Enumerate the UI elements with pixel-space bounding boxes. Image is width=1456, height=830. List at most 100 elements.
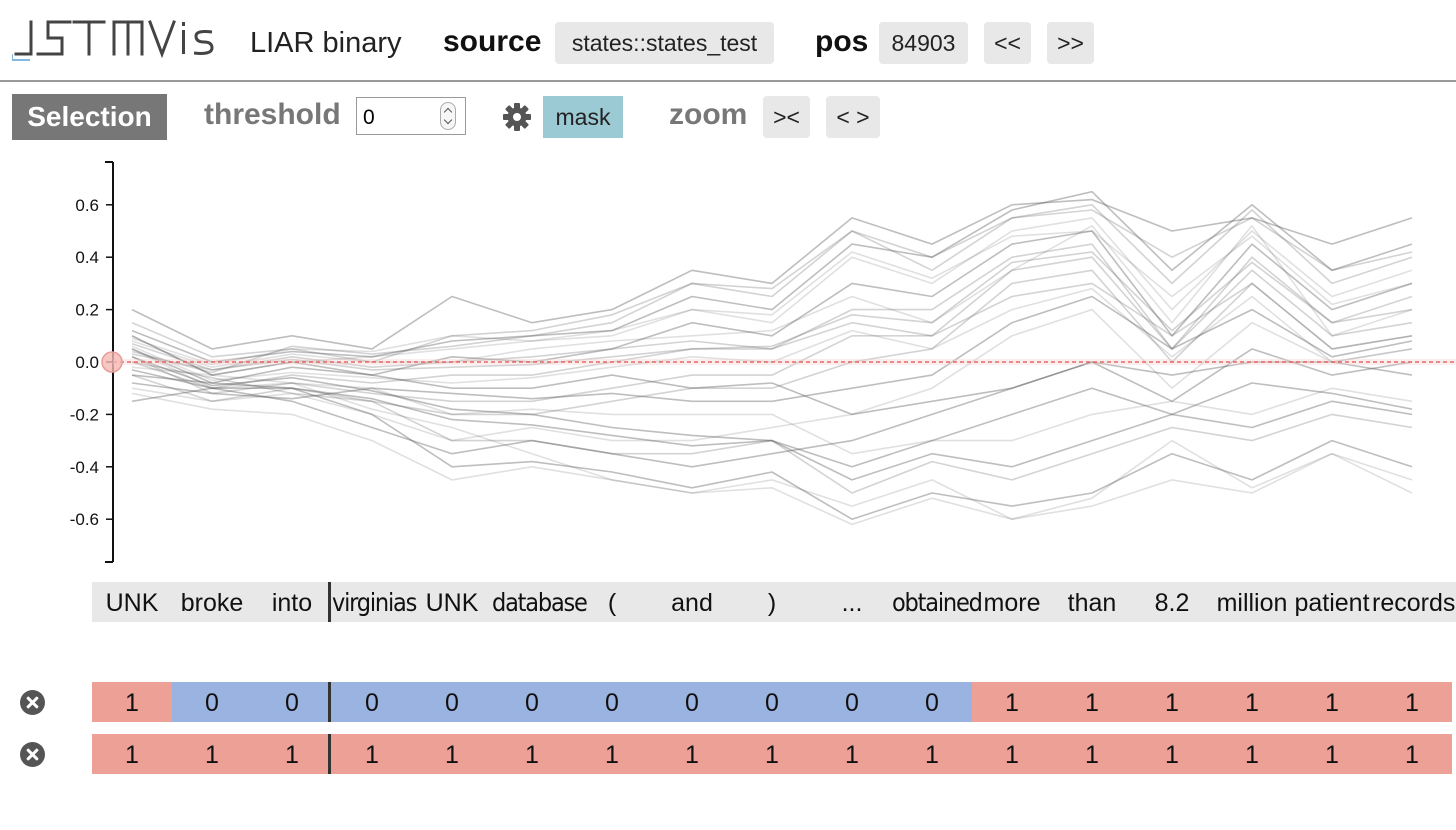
threshold-handle[interactable] — [101, 351, 123, 373]
pos-value[interactable]: 84903 — [879, 22, 968, 64]
state-line[interactable] — [131, 251, 1413, 371]
label-cell: 1 — [1292, 682, 1372, 722]
gear-icon[interactable] — [502, 102, 532, 132]
dataset-title: LIAR binary — [250, 27, 402, 59]
word-cell[interactable]: records — [1372, 589, 1456, 617]
state-line[interactable] — [131, 282, 1413, 371]
label-cell: 1 — [412, 734, 492, 774]
label-cell: 0 — [332, 682, 412, 722]
word-cell[interactable]: more — [983, 589, 1041, 617]
cursor-divider — [328, 582, 331, 622]
app-logo — [12, 14, 222, 66]
cursor-divider — [328, 682, 331, 722]
state-line[interactable] — [131, 209, 1413, 374]
state-line[interactable] — [131, 348, 1413, 455]
state-line[interactable] — [131, 369, 1413, 481]
label-cell: 1 — [172, 734, 252, 774]
prev-button[interactable]: << — [984, 22, 1031, 64]
zoom-out-button[interactable]: < > — [826, 96, 880, 138]
next-button[interactable]: >> — [1047, 22, 1094, 64]
word-cell[interactable]: million — [1216, 589, 1288, 617]
state-line[interactable] — [131, 190, 1413, 363]
header-divider — [0, 80, 1456, 82]
state-line[interactable] — [131, 356, 1413, 468]
state-line[interactable] — [131, 392, 1413, 526]
label-cell: 1 — [1212, 734, 1292, 774]
hidden-state-chart[interactable]: 0.6 0.4 0.2 0.0 -0.2 -0.4 -0.6 — [0, 150, 1456, 570]
label-cell: 0 — [892, 682, 972, 722]
label-cell: 1 — [812, 734, 892, 774]
close-icon[interactable] — [20, 690, 45, 715]
threshold-label: threshold — [204, 98, 341, 131]
label-cell: 0 — [572, 682, 652, 722]
word-cell[interactable]: ) — [767, 589, 777, 617]
state-line[interactable] — [131, 335, 1413, 416]
close-icon[interactable] — [20, 742, 45, 767]
state-line[interactable] — [131, 225, 1413, 368]
label-cell: 1 — [492, 734, 572, 774]
state-line[interactable] — [131, 308, 1413, 442]
state-line[interactable] — [131, 217, 1413, 376]
word-cell[interactable]: ... — [841, 589, 863, 617]
label-cell: 1 — [252, 734, 332, 774]
label-cell: 1 — [1292, 734, 1372, 774]
state-line[interactable] — [131, 230, 1413, 384]
word-cell[interactable]: into — [271, 589, 313, 617]
state-line[interactable] — [131, 366, 1413, 521]
word-cell[interactable]: virginias — [332, 588, 417, 617]
word-cell[interactable]: and — [671, 589, 713, 617]
header: LIAR binary source states::states_test p… — [0, 0, 1456, 82]
state-line[interactable] — [131, 203, 1413, 363]
source-select[interactable]: states::states_test — [555, 22, 774, 64]
label-cell: 0 — [172, 682, 252, 722]
word-cell[interactable]: obtained — [892, 588, 983, 617]
mask-button[interactable]: mask — [543, 96, 623, 138]
label-cell: 1 — [1132, 682, 1212, 722]
label-cell: 1 — [92, 682, 172, 722]
word-cell[interactable]: patient — [1294, 589, 1370, 617]
y-tick-label: -0.6 — [70, 510, 99, 529]
label-cell: 1 — [732, 734, 812, 774]
label-cell: 0 — [412, 682, 492, 722]
label-cell: 1 — [1052, 682, 1132, 722]
y-tick-label: -0.4 — [70, 458, 99, 477]
pos-label: pos — [815, 25, 869, 58]
threshold-line[interactable] — [101, 351, 1456, 373]
state-line[interactable] — [131, 374, 1413, 521]
label-cell: 1 — [572, 734, 652, 774]
zoom-in-button[interactable]: >< — [763, 96, 810, 138]
state-line[interactable] — [131, 269, 1413, 416]
label-cell: 1 — [1052, 734, 1132, 774]
zoom-label: zoom — [669, 98, 748, 131]
source-label: source — [443, 25, 542, 58]
word-cell[interactable]: UNK — [105, 589, 159, 617]
word-cell[interactable]: 8.2 — [1154, 589, 1190, 617]
state-lines[interactable] — [131, 190, 1413, 526]
word-row: UNK broke into virginias UNK database ( and)...… — [92, 582, 1456, 622]
label-cell: 0 — [492, 682, 572, 722]
label-cell: 1 — [972, 734, 1052, 774]
label-cell: 1 — [1212, 682, 1292, 722]
state-line[interactable] — [131, 256, 1413, 403]
state-line[interactable] — [131, 348, 1413, 468]
label-cell: 1 — [1372, 734, 1452, 774]
word-cell[interactable]: than — [1067, 589, 1117, 617]
state-line[interactable] — [131, 295, 1413, 403]
state-line[interactable] — [131, 361, 1413, 494]
state-line[interactable] — [131, 230, 1413, 366]
label-cell: 0 — [812, 682, 892, 722]
threshold-band — [113, 359, 1456, 365]
state-line[interactable] — [131, 243, 1413, 389]
word-cell[interactable]: ( — [607, 589, 617, 617]
word-cell[interactable]: UNK — [425, 589, 479, 617]
y-tick-label: 0.0 — [75, 353, 99, 372]
selection-tag: Selection — [12, 94, 167, 140]
word-cell[interactable]: database — [492, 588, 588, 617]
word-cell[interactable]: broke — [180, 589, 244, 617]
label-cell: 1 — [652, 734, 732, 774]
label-cell: 0 — [652, 682, 732, 722]
state-line[interactable] — [131, 198, 1413, 350]
threshold-spinner[interactable] — [440, 102, 456, 130]
